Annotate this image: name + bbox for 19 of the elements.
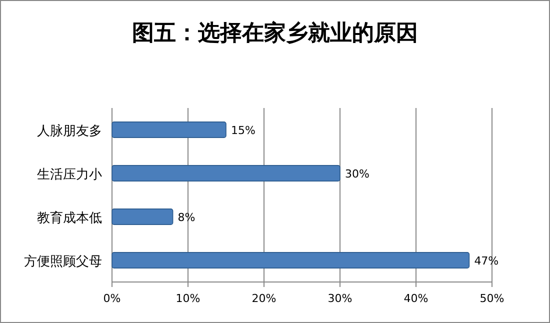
- x-tick-label: 30%: [328, 292, 352, 305]
- y-tick-label: 生活压力小: [37, 167, 102, 182]
- y-tick-label: 方便照顾父母: [24, 253, 102, 270]
- x-tick-label: 0%: [103, 292, 121, 305]
- x-tick-label: 50%: [480, 292, 504, 305]
- data-label: 30%: [345, 167, 370, 180]
- bar: [112, 165, 340, 182]
- x-tick-label: 20%: [252, 292, 276, 305]
- x-tick-label: 10%: [176, 292, 200, 305]
- data-label: 47%: [474, 254, 499, 268]
- bar: [112, 208, 174, 225]
- data-label: 15%: [231, 124, 256, 137]
- chart-title: 图五：选择在家乡就业的原因: [132, 20, 418, 46]
- x-tick-label: 40%: [404, 292, 428, 305]
- y-tick-label: 人脉朋友多: [37, 124, 102, 139]
- bar: [112, 252, 470, 268]
- y-tick-label: 教育成本低: [37, 210, 102, 226]
- bar: [112, 122, 226, 138]
- data-label: 8%: [178, 210, 196, 224]
